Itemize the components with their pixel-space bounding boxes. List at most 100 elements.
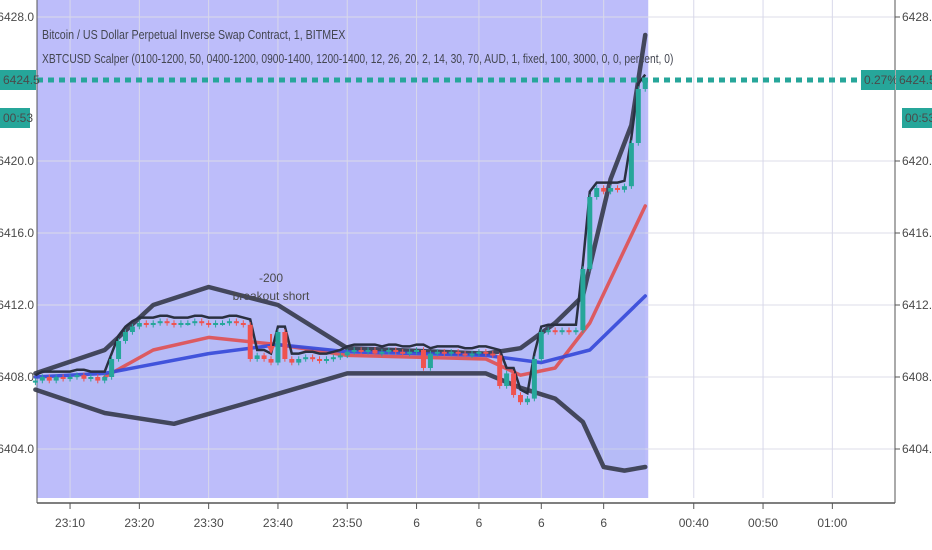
last-price-badge: 6424.5 xyxy=(899,73,932,87)
candle-up xyxy=(469,353,475,356)
time-tick-label: 23:10 xyxy=(55,516,85,530)
bar-countdown-badge-left-bg xyxy=(0,108,30,128)
candle-down xyxy=(289,359,295,363)
price-tick-label-left: 6412.0 xyxy=(0,298,34,312)
price-tick-label-left: 6408.0 xyxy=(0,370,34,384)
candle-up xyxy=(32,380,38,383)
candle-down xyxy=(552,330,558,333)
candle-down xyxy=(420,350,426,368)
candle-down xyxy=(268,359,274,363)
candle-up xyxy=(414,350,420,352)
candle-down xyxy=(441,351,447,354)
candle-up xyxy=(192,321,198,324)
candle-up xyxy=(74,375,80,378)
candle-up xyxy=(220,323,226,325)
candle-down xyxy=(601,188,607,192)
candle-down xyxy=(511,373,517,395)
last-price-badge-bg xyxy=(896,70,932,90)
session-background xyxy=(37,0,649,498)
candle-down xyxy=(164,321,170,324)
price-tick-label: 6416.0 xyxy=(902,226,932,240)
candle-down xyxy=(566,330,572,333)
candle-down xyxy=(372,350,378,354)
time-tick-label: 6 xyxy=(476,516,483,530)
candle-up xyxy=(608,188,614,192)
candle-down xyxy=(247,324,253,359)
bar-countdown-badge-left: 00:53 xyxy=(3,111,33,125)
chart-title: Bitcoin / US Dollar Perpetual Inverse Sw… xyxy=(42,27,346,42)
candle-up xyxy=(427,353,433,368)
bar-countdown-badge: 00:53 xyxy=(905,111,932,125)
candle-down xyxy=(358,350,364,352)
candle-up xyxy=(102,377,108,381)
time-tick-label: 00:50 xyxy=(748,516,778,530)
candle-down xyxy=(400,351,406,354)
candle-up xyxy=(67,377,73,379)
candle-up xyxy=(365,350,371,352)
candle-down xyxy=(240,323,246,325)
candle-up xyxy=(434,351,440,354)
candle-up xyxy=(116,341,122,359)
candle-up xyxy=(573,330,579,333)
candle-up xyxy=(109,359,115,377)
candle-up xyxy=(226,321,232,324)
price-tick-label-left: 6404.0 xyxy=(0,442,34,456)
candle-down xyxy=(455,351,461,354)
price-tick-label: 6420.0 xyxy=(902,154,932,168)
time-tick-label: 23:20 xyxy=(124,516,154,530)
candle-up xyxy=(150,323,156,325)
candle-up xyxy=(53,377,59,381)
trade-annotation-value: -200 xyxy=(259,271,283,285)
bar-countdown-badge-bg xyxy=(902,108,932,128)
candle-up xyxy=(296,359,302,363)
candle-down xyxy=(81,375,87,379)
candle-up xyxy=(524,398,530,403)
candle-up xyxy=(580,269,586,331)
candle-up xyxy=(379,351,385,354)
price-change-badge: 0.27% xyxy=(864,73,898,87)
candle-down xyxy=(95,377,101,381)
lower_band-line xyxy=(33,371,648,473)
candle-down xyxy=(615,188,621,190)
candle-up xyxy=(351,350,357,352)
candle-up xyxy=(136,323,142,327)
candle-up xyxy=(344,351,350,356)
candle-up xyxy=(254,355,260,359)
time-tick-label: 23:30 xyxy=(194,516,224,530)
candle-up xyxy=(157,321,163,324)
candle-up xyxy=(635,89,641,143)
candle-up xyxy=(628,143,634,187)
candle-up xyxy=(337,355,343,358)
candle-up xyxy=(386,350,392,352)
candle-down xyxy=(233,321,239,324)
candle-up xyxy=(594,188,600,197)
indicator-legend[interactable]: XBTCUSD Scalper (0100-1200, 50, 0400-120… xyxy=(42,52,674,66)
price-tick-label: 6412.0 xyxy=(902,298,932,312)
candle-down xyxy=(462,353,468,356)
time-tick-label: 23:40 xyxy=(263,516,293,530)
candle-up xyxy=(476,351,482,354)
time-tick-label: 6 xyxy=(600,516,607,530)
candle-up xyxy=(504,373,510,386)
price-change-badge-bg xyxy=(861,70,895,90)
candle-up xyxy=(642,80,648,89)
trade-annotation-label: breakout short xyxy=(233,289,310,303)
candle-down xyxy=(317,359,323,361)
candle-up xyxy=(330,357,336,360)
candle-up xyxy=(39,377,45,381)
channel-upper-step xyxy=(34,73,647,396)
sell-arrow-icon xyxy=(267,346,276,354)
candle-down xyxy=(310,357,316,360)
candle-down xyxy=(206,323,212,325)
price-tick-label-left: 6420.0 xyxy=(0,154,34,168)
candle-up xyxy=(407,351,413,354)
candle-up xyxy=(538,332,544,359)
time-tick-label: 6 xyxy=(413,516,420,530)
candle-up xyxy=(303,357,309,360)
candle-up xyxy=(88,377,94,379)
candle-up xyxy=(178,323,184,325)
candle-down xyxy=(483,351,489,354)
candle-up xyxy=(545,330,551,333)
time-tick-label: 6 xyxy=(538,516,545,530)
